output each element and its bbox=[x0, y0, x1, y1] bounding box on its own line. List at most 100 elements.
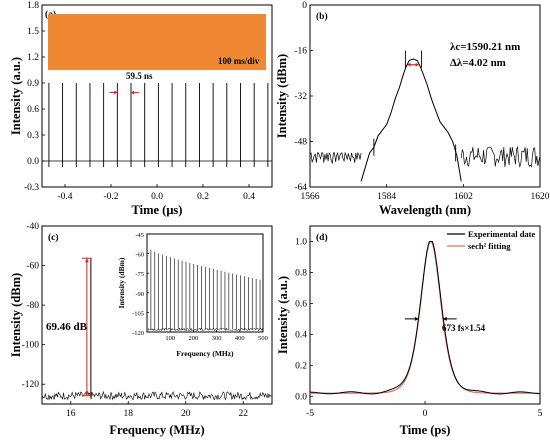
panel-a-ticks: -0.4 -0.2 0.0 0.2 0.4 -0.3 0.0 0.3 0.6 0.9 1.2 1.5 1… bbox=[24, 1, 255, 202]
y-tick-label: 0.0 bbox=[295, 392, 307, 402]
noise-floor-trace bbox=[41, 390, 272, 401]
y-tick-label: -32 bbox=[294, 92, 307, 102]
x-tick-label: 400 bbox=[235, 335, 245, 342]
y-tick-label: -60 bbox=[135, 252, 144, 259]
y-tick-label: 0.9 bbox=[27, 79, 39, 89]
y-tick-label: 0.8 bbox=[295, 268, 307, 278]
y-tick-label: 0.6 bbox=[27, 105, 39, 115]
panel-b-spectrum bbox=[309, 50, 541, 182]
x-tick-label: 300 bbox=[212, 335, 222, 342]
panel-d-plot-frame bbox=[309, 225, 541, 405]
panel-a-ylabel: Intensity (a.u.) bbox=[9, 57, 23, 135]
y-tick-label: 0.2 bbox=[295, 361, 307, 371]
snr-arrowhead-bottom bbox=[84, 391, 89, 396]
panel-c-label: (c) bbox=[48, 232, 59, 243]
y-tick-label: 1.5 bbox=[27, 27, 39, 37]
panel-c-inset-frame bbox=[146, 233, 264, 333]
x-tick-label: 16 bbox=[66, 409, 76, 419]
y-tick-label: 0.6 bbox=[295, 299, 307, 309]
legend-experimental-label: Experimental date bbox=[468, 229, 536, 239]
y-tick-label: -120 bbox=[132, 330, 144, 337]
panel-c: (c) 16 18 20 22 -120 -100 -80 -60 -40 69.46 dB 1… bbox=[9, 222, 273, 437]
spectrum-trace bbox=[360, 58, 462, 182]
y-tick-label: 1.8 bbox=[27, 1, 39, 11]
y-tick-label: -16 bbox=[294, 47, 307, 57]
panel-a-pulse-train bbox=[42, 83, 272, 168]
x-tick-label: 18 bbox=[124, 409, 134, 419]
x-tick-label: 0.0 bbox=[151, 192, 163, 202]
y-tick-label: -80 bbox=[26, 301, 39, 311]
y-tick-label: 0.0 bbox=[27, 157, 39, 167]
x-tick-label: 200 bbox=[189, 335, 199, 342]
panel-b-ticks: 1566 1584 1602 1620 -64 -48 -32 -16 0 bbox=[294, 1, 549, 202]
noise-floor-left bbox=[309, 151, 362, 164]
panel-a: (a) 100 ms/div -0.4-0.20.00.20.4-0.30.00… bbox=[9, 1, 273, 217]
panel-a-period-annotation: 59.5 ns bbox=[109, 71, 153, 95]
x-tick-label: 1620 bbox=[531, 192, 550, 202]
panel-b: (b) 1566 1584 1602 1620 -64 -48 -32 -16 0 λc=159… bbox=[275, 1, 550, 217]
period-arrowhead-right bbox=[131, 90, 135, 95]
y-tick-label: -45 bbox=[135, 232, 144, 239]
fwhm-arrowhead-left bbox=[414, 316, 419, 321]
y-tick-label: 0.3 bbox=[27, 131, 39, 141]
y-tick-label: -105 bbox=[132, 310, 144, 317]
x-tick-label: -5 bbox=[306, 409, 314, 419]
panel-d-fwhm-label: 673 fs×1.54 bbox=[442, 323, 486, 333]
panel-b-ylabel: Intensity (dBm) bbox=[275, 54, 289, 138]
y-tick-label: 0 bbox=[302, 1, 307, 11]
panel-c-snr-label: 69.46 dB bbox=[46, 321, 88, 333]
panel-b-center-wavelength: λc=1590.21 nm bbox=[450, 41, 520, 53]
experimental-curve bbox=[310, 241, 541, 395]
y-tick-label: 1.2 bbox=[27, 53, 39, 63]
panel-c-rf-spectrum bbox=[41, 257, 272, 401]
y-tick-label: 1.0 bbox=[295, 237, 307, 247]
panel-d-ticks: -5 0 5 0.0 0.2 0.4 0.6 0.8 1.0 bbox=[295, 237, 543, 419]
y-tick-label: -48 bbox=[294, 138, 307, 148]
legend-fit-label: sech² fitting bbox=[468, 241, 511, 251]
panel-c-ylabel: Intensity (dBm) bbox=[9, 273, 23, 357]
y-tick-label: -64 bbox=[294, 183, 307, 193]
panel-c-inset-ylabel: Intensity (dBm) bbox=[117, 257, 126, 308]
x-tick-label: 1584 bbox=[377, 192, 396, 202]
panel-b-bandwidth: Δλ=4.02 nm bbox=[450, 57, 506, 69]
y-tick-label: -75 bbox=[135, 271, 144, 278]
x-tick-label: 1602 bbox=[454, 192, 473, 202]
panel-d-autocorrelation bbox=[310, 240, 541, 395]
x-tick-label: -0.2 bbox=[103, 192, 118, 202]
panel-d: (d) -5 0 5 0.0 0.2 0.4 0.6 0.8 1.0 Experimental … bbox=[276, 225, 543, 437]
panel-c-ticks: 16 18 20 22 -120 -100 -80 -60 -40 bbox=[22, 222, 249, 419]
x-tick-label: 0 bbox=[423, 409, 428, 419]
panel-b-label: (b) bbox=[316, 11, 328, 22]
y-tick-label: -120 bbox=[22, 380, 40, 390]
panel-d-label: (d) bbox=[316, 232, 328, 243]
panel-c-inset-xlabel: Frequency (MHz) bbox=[176, 349, 234, 358]
panel-a-period-label: 59.5 ns bbox=[126, 71, 153, 81]
panel-c-xlabel: Frequency (MHz) bbox=[109, 423, 204, 437]
y-tick-label: -100 bbox=[22, 341, 40, 351]
panel-c-inset: 100 200 300 400 500 -120 -105 -90 -75 -60 -45 Freq… bbox=[117, 232, 268, 358]
panel-c-plot-frame bbox=[41, 225, 273, 405]
noise-floor-right bbox=[460, 146, 541, 168]
x-tick-label: 0.4 bbox=[243, 192, 255, 202]
panel-a-inset-label: 100 ms/div bbox=[218, 56, 260, 66]
x-tick-label: 20 bbox=[181, 409, 191, 419]
panel-c-inset-ticks: 100 200 300 400 500 -120 -105 -90 -75 -60 -45 bbox=[132, 232, 268, 342]
x-tick-label: 22 bbox=[239, 409, 249, 419]
panel-d-legend: Experimental date sech² fitting bbox=[447, 229, 536, 251]
fwhm-arrowhead-left bbox=[407, 62, 411, 67]
panel-a-inset-background bbox=[48, 14, 266, 70]
fwhm-arrowhead-right bbox=[442, 316, 447, 321]
x-tick-label: 100 bbox=[165, 335, 175, 342]
x-tick-label: 500 bbox=[258, 335, 268, 342]
y-tick-label: -90 bbox=[135, 291, 144, 298]
x-tick-label: 1566 bbox=[301, 192, 320, 202]
y-tick-label: -40 bbox=[26, 222, 39, 232]
panel-b-xlabel: Wavelength (nm) bbox=[379, 203, 471, 217]
y-tick-label: 0.4 bbox=[295, 330, 307, 340]
x-tick-label: 5 bbox=[538, 409, 543, 419]
x-tick-label: -0.4 bbox=[57, 192, 72, 202]
x-tick-label: 0.2 bbox=[197, 192, 209, 202]
y-tick-label: -0.3 bbox=[24, 183, 39, 193]
panel-c-inset-harmonics bbox=[147, 249, 264, 332]
